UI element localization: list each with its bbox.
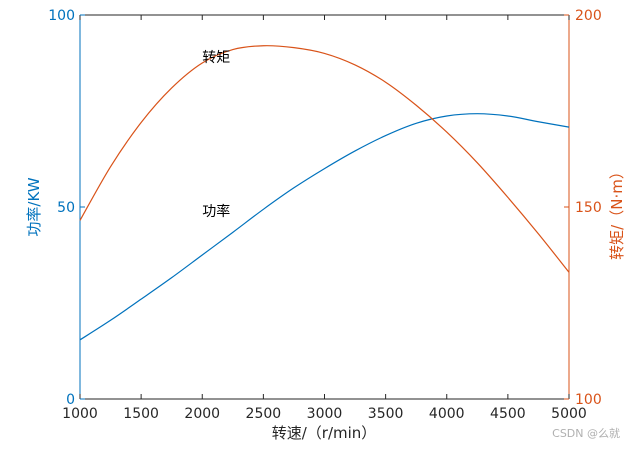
annotation-label: 功率 — [202, 203, 230, 220]
series-line-power — [79, 113, 570, 341]
left-y-axis-title: 功率/KW — [25, 177, 43, 236]
x-axis-title: 转速/（r/min） — [272, 424, 377, 442]
x-tick-label: 4000 — [429, 406, 465, 422]
x-axis: 1000 1500 2000 2500 3000 3500 4000 4500 5000 — [62, 15, 587, 422]
right-y-tick-label: 100 — [575, 392, 602, 408]
x-tick-label: 3000 — [307, 406, 343, 422]
x-tick-label: 2500 — [246, 406, 282, 422]
plot-frame — [79, 14, 570, 400]
left-y-tick-label: 50 — [57, 200, 75, 216]
x-tick-label: 2000 — [184, 406, 220, 422]
right-y-axis: 100 150 200 — [564, 8, 602, 408]
watermark: CSDN @么就 — [552, 427, 620, 440]
left-y-axis: 0 50 100 — [48, 8, 85, 408]
series-line-torque — [79, 45, 570, 273]
left-y-tick-label: 100 — [48, 8, 75, 24]
right-y-tick-label: 150 — [575, 200, 602, 216]
x-tick-label: 3500 — [368, 406, 404, 422]
x-tick-label: 1000 — [62, 406, 98, 422]
right-y-axis-title: 转矩/（N·m） — [608, 164, 626, 260]
series-lines — [79, 45, 570, 341]
left-y-tick-label: 0 — [66, 392, 75, 408]
annotation-label: 转矩 — [202, 50, 230, 66]
x-tick-label: 1500 — [123, 406, 159, 422]
x-tick-label: 4500 — [490, 406, 526, 422]
right-y-tick-label: 200 — [575, 8, 602, 24]
x-tick-label: 5000 — [551, 406, 587, 422]
